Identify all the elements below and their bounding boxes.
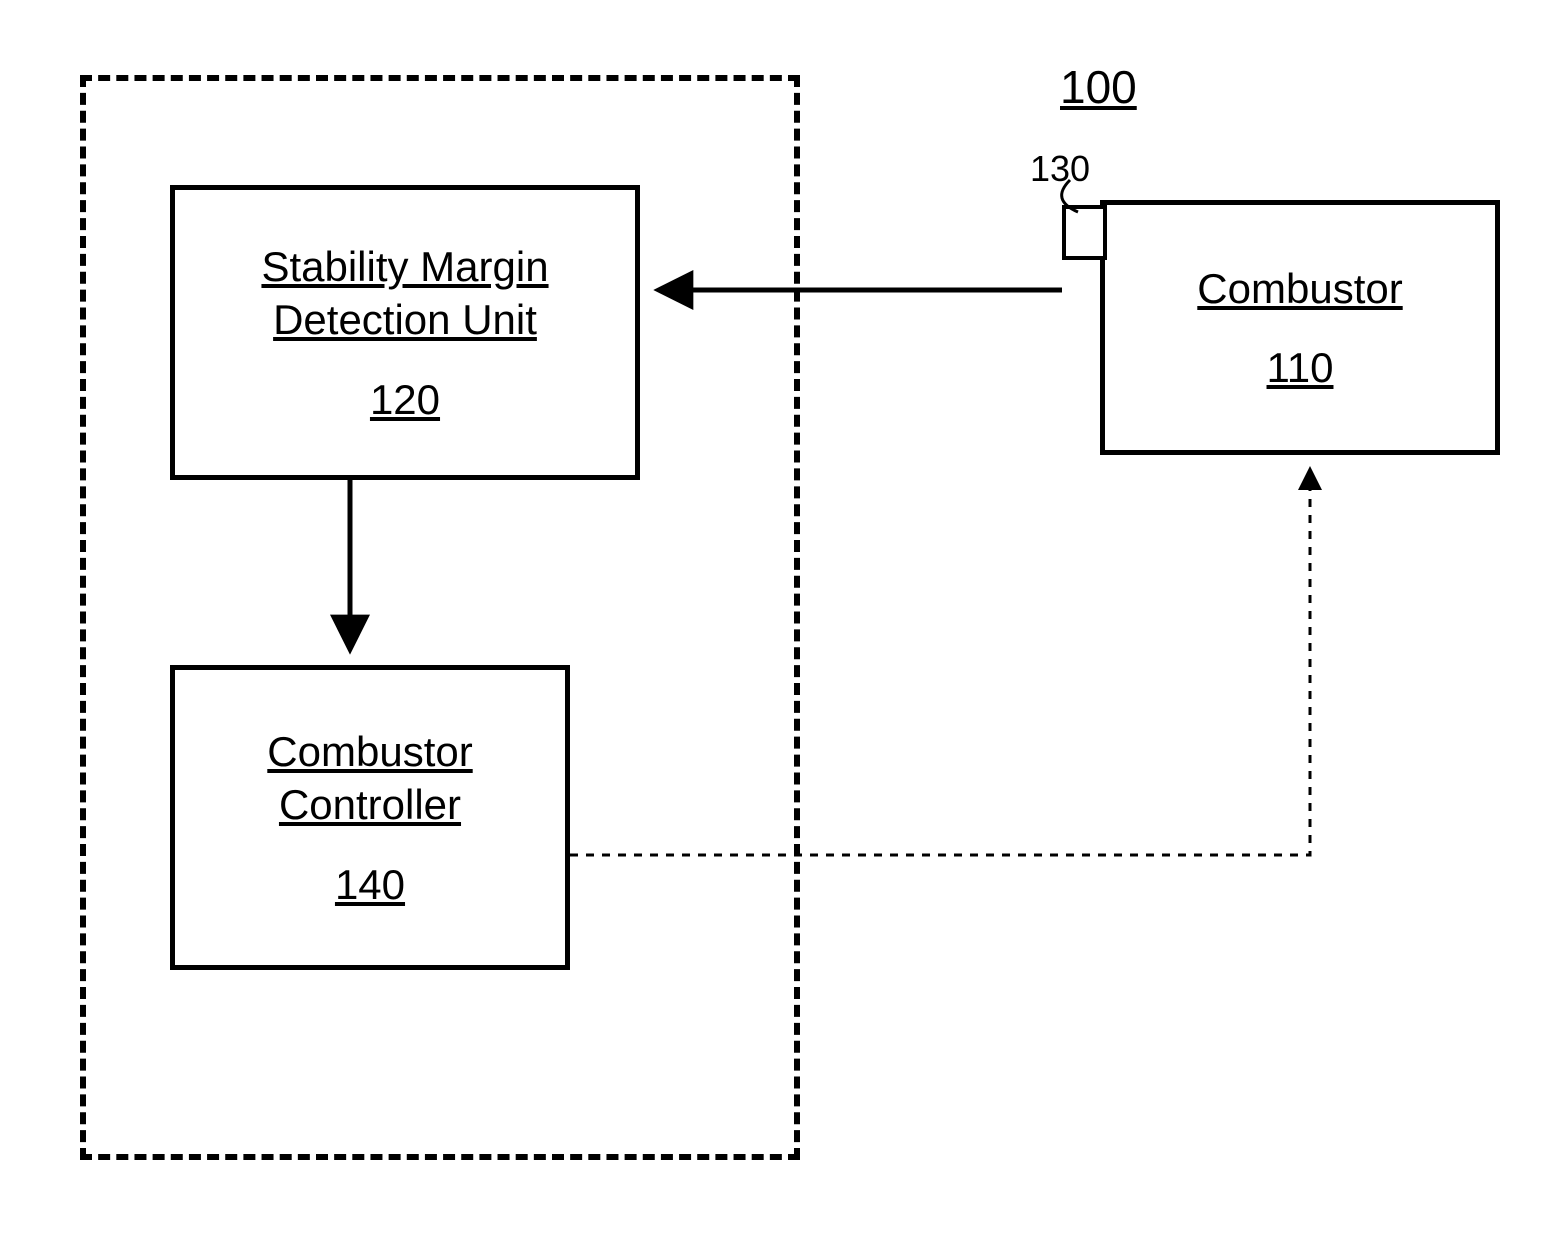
- controller-box-ref: 140: [335, 861, 405, 909]
- stability-margin-detection-unit-box: Stability Margin Detection Unit 120: [170, 185, 640, 480]
- figure-reference-number: 100: [1060, 60, 1137, 114]
- combustor-box: Combustor 110: [1100, 200, 1500, 455]
- sensor-box: [1062, 205, 1107, 260]
- controller-box-title: Combustor Controller: [185, 726, 555, 831]
- sensor-reference-number: 130: [1030, 148, 1090, 190]
- diagram-canvas: 100 Stability Margin Detection Unit 120 …: [0, 0, 1562, 1237]
- combustor-controller-box: Combustor Controller 140: [170, 665, 570, 970]
- stability-box-ref: 120: [370, 376, 440, 424]
- combustor-box-title: Combustor: [1197, 263, 1402, 316]
- combustor-box-ref: 110: [1267, 344, 1334, 392]
- stability-box-title: Stability Margin Detection Unit: [185, 241, 625, 346]
